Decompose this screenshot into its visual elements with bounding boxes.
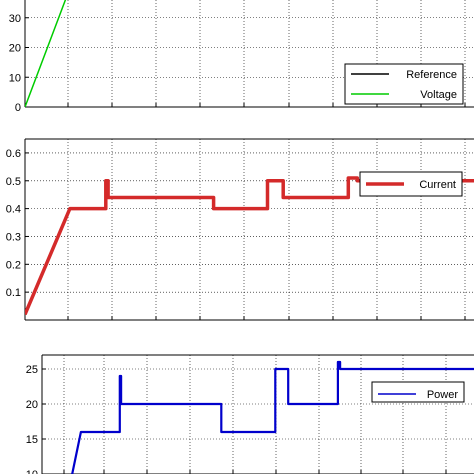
y-tick-label: 0.6 [6,148,21,160]
legend-label-reference: Reference [406,69,457,81]
y-tick-label: 20 [26,399,38,411]
y-tick-label: 0.2 [6,259,21,271]
series-line-current [25,176,474,316]
y-tick-label: 0.4 [6,204,21,216]
y-tick-label: 0 [15,102,21,114]
legend-label-current: Current [419,179,456,191]
chart-panel-3: 10 15 20 25 Power [26,354,474,474]
plot-area [42,355,474,474]
y-tick-label: 0.3 [6,231,21,243]
y-tick-label: 30 [9,13,21,25]
legend-label-voltage: Voltage [420,89,457,101]
legend-label-power: Power [427,389,459,401]
y-tick-label: 0.5 [6,176,21,188]
chart-panel-1: 010203040ReferenceVoltage [9,0,474,114]
y-tick-label: 15 [26,434,38,446]
legend-box [344,63,464,105]
plot-area [25,139,474,320]
y-tick-label: 10 [9,72,21,84]
y-tick-label: 25 [26,364,38,376]
y-tick-label: 20 [9,43,21,55]
series-line-voltage [25,0,67,107]
y-tick-label: 10 [26,469,38,474]
legend-box [371,381,465,403]
chart-panel-2: 0.1 0.2 0.3 0.4 0.5 0.6 Current [6,138,474,321]
y-tick-label: 0.1 [6,287,21,299]
series-line-power [71,360,474,474]
